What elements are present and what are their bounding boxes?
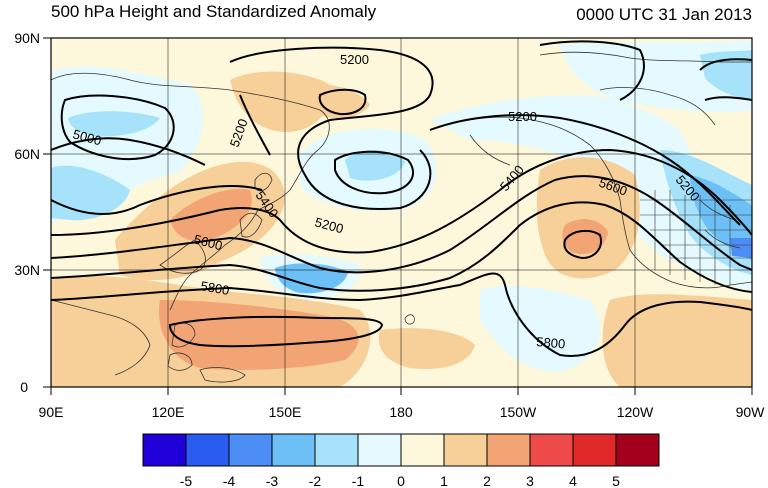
colorbar-swatch — [185, 433, 230, 467]
x-tick-label: 120W — [617, 404, 654, 420]
x-tick-label: 90W — [736, 404, 766, 420]
x-axis-labels: 90E 120E 150E 180 150W 120W 90W — [39, 404, 766, 420]
positive-anomaly-fills — [51, 71, 752, 387]
colorbar-label: 0 — [397, 473, 405, 488]
colorbar-swatch — [271, 433, 316, 467]
colorbar-label: -1 — [352, 473, 365, 488]
state-boundaries — [640, 190, 752, 285]
colorbar-label: -2 — [309, 473, 322, 488]
y-axis-labels: 90N 60N 30N 0 — [14, 30, 40, 395]
x-tick-label: 90E — [39, 404, 64, 420]
axis-ticks — [43, 37, 753, 395]
colorbar-label: 5 — [612, 473, 620, 488]
colorbar-label: 4 — [569, 473, 577, 488]
map-timestamp: 0000 UTC 31 Jan 2013 — [576, 5, 752, 24]
colorbar-label: 1 — [440, 473, 448, 488]
contour-label: 5200 — [313, 214, 345, 236]
x-tick-label: 150W — [500, 404, 537, 420]
contour-label: 5000 — [71, 126, 103, 148]
y-tick-label: 90N — [14, 30, 40, 46]
colorbar-swatch — [615, 433, 660, 467]
x-tick-label: 120E — [152, 404, 185, 420]
coastlines — [51, 51, 752, 383]
colorbar-swatch — [400, 433, 445, 467]
colorbar-swatch — [443, 433, 488, 467]
height-contours — [51, 40, 752, 357]
negative-anomaly-fills — [51, 40, 752, 372]
contour-label: 5200 — [508, 109, 537, 124]
map-plot-area: 5200 5000 5200 5400 5200 5600 5800 5200 … — [51, 38, 752, 387]
colorbar-label: -4 — [223, 473, 236, 488]
contour-label: 5200 — [340, 52, 369, 67]
colorbar-swatch — [142, 433, 187, 467]
contour-label: 5600 — [192, 231, 224, 253]
x-tick-label: 150E — [269, 404, 302, 420]
colorbar-swatch — [228, 433, 273, 467]
map-title: 500 hPa Height and Standardized Anomaly — [51, 2, 377, 21]
y-tick-label: 0 — [20, 379, 28, 395]
contour-label: 5800 — [536, 334, 566, 351]
contour-label: 5800 — [199, 278, 230, 298]
colorbar-swatch — [572, 433, 617, 467]
x-tick-label: 180 — [389, 404, 413, 420]
y-tick-label: 30N — [14, 262, 40, 278]
colorbar: -5 -4 -3 -2 -1 0 1 2 3 4 5 — [142, 433, 660, 488]
y-tick-label: 60N — [14, 146, 40, 162]
colorbar-label: -3 — [266, 473, 279, 488]
colorbar-swatch — [486, 433, 531, 467]
colorbar-label: -5 — [180, 473, 193, 488]
colorbar-swatch — [529, 433, 574, 467]
colorbar-label: 2 — [483, 473, 491, 488]
colorbar-swatch — [314, 433, 359, 467]
colorbar-label: 3 — [526, 473, 534, 488]
colorbar-swatch — [357, 433, 402, 467]
